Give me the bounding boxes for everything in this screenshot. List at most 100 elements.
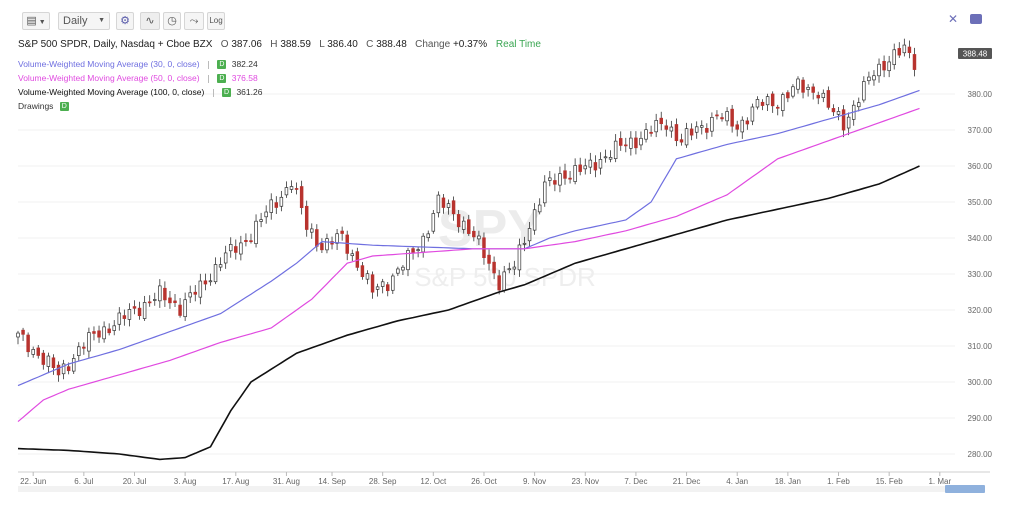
- x-tick-label: 31. Aug: [273, 477, 300, 486]
- series-line-vwma-100: [17, 165, 920, 461]
- candle-body: [153, 299, 157, 301]
- legend-separator: [207, 74, 209, 83]
- candles: [16, 38, 917, 382]
- series-line-vwma-50: [17, 107, 920, 423]
- candle-body: [117, 312, 122, 325]
- candle-body: [689, 128, 694, 136]
- candle-body: [304, 205, 309, 230]
- last-price-marker-bg: [958, 48, 992, 59]
- close-icon[interactable]: ✕: [948, 12, 959, 26]
- candle-body: [173, 300, 177, 304]
- scrollbar-thumb[interactable]: [945, 485, 985, 493]
- candle-body: [218, 264, 223, 268]
- open-value: 387.06: [231, 39, 262, 50]
- log-scale-button[interactable]: Log: [207, 12, 225, 30]
- scrollbar-track[interactable]: [18, 486, 983, 492]
- compare-button[interactable]: ∿: [140, 12, 160, 30]
- candle-body: [223, 252, 228, 264]
- candle-body: [649, 131, 653, 134]
- candle-body: [532, 209, 537, 231]
- legend-vwma-30[interactable]: Volume-Weighted Moving Average (30, 0, c…: [18, 59, 258, 70]
- candle-body: [553, 180, 557, 185]
- legend-vwma-50[interactable]: Volume-Weighted Moving Average (50, 0, c…: [18, 73, 258, 84]
- candle-body: [163, 287, 167, 301]
- candle-body: [639, 137, 643, 146]
- legend-value: 376.58: [231, 73, 258, 83]
- candle-body: [578, 164, 582, 172]
- low-label: L: [319, 39, 325, 50]
- candle-body: [122, 315, 127, 319]
- visibility-toggle-icon[interactable]: D: [217, 60, 227, 70]
- candle-body: [624, 144, 628, 147]
- x-tick-label: 9. Nov: [523, 477, 546, 486]
- candle-body: [142, 302, 147, 319]
- candle-body: [755, 99, 760, 108]
- visibility-toggle-icon[interactable]: D: [217, 74, 227, 84]
- wave-icon: ∿: [145, 15, 155, 27]
- interval-select[interactable]: Daily ▼: [58, 12, 110, 30]
- candle-body: [228, 244, 233, 252]
- x-tick-label: 23. Nov: [571, 477, 599, 486]
- candle-body: [669, 126, 674, 132]
- candle-body: [335, 233, 339, 244]
- clock-icon: ◷: [167, 15, 177, 27]
- settings-button[interactable]: ⚙: [116, 12, 134, 30]
- candle-body: [158, 285, 162, 302]
- candle-body: [467, 219, 471, 234]
- last-price-marker: 388.48: [963, 50, 988, 59]
- indicator-button[interactable]: ⤳: [184, 12, 204, 30]
- candle-body: [912, 54, 917, 70]
- candle-body: [826, 90, 831, 108]
- legend-label: Volume-Weighted Moving Average (100, 0, …: [18, 87, 205, 97]
- candle-body: [406, 250, 410, 271]
- candle-body: [613, 140, 618, 159]
- candle-body: [659, 117, 663, 125]
- visibility-toggle-icon[interactable]: D: [222, 88, 232, 98]
- candle-body: [203, 280, 208, 285]
- candle-body: [816, 94, 820, 99]
- x-tick-label: 20. Jul: [123, 477, 147, 486]
- toolbar: ▤ ▼ Daily ▼ ⚙ ∿ ◷ ⤳ Log ✕: [0, 0, 1010, 40]
- high-value: 388.59: [280, 39, 311, 50]
- camera-icon[interactable]: [970, 14, 982, 24]
- gear-icon: ⚙: [120, 15, 130, 27]
- candle-body: [77, 346, 81, 356]
- candle-body: [66, 366, 71, 372]
- candle-body: [791, 86, 795, 97]
- candle-body: [862, 81, 866, 101]
- candle-body: [710, 117, 714, 132]
- candle-body: [568, 177, 572, 180]
- candle-body: [21, 329, 25, 335]
- candle-body: [841, 109, 846, 131]
- candle-body: [380, 281, 385, 287]
- x-tick-label: 21. Dec: [673, 477, 701, 486]
- x-tick-label: 18. Jan: [775, 477, 801, 486]
- visibility-toggle-icon[interactable]: D: [59, 102, 69, 112]
- candle-body: [441, 197, 446, 208]
- y-tick-label: 350.00: [968, 198, 993, 207]
- candle-body: [629, 137, 633, 149]
- candle-body: [472, 230, 476, 238]
- close-value: 388.48: [376, 39, 407, 50]
- clock-button[interactable]: ◷: [163, 12, 181, 30]
- legend-vwma-100[interactable]: Volume-Weighted Moving Average (100, 0, …: [18, 87, 262, 98]
- candle-body: [102, 326, 106, 340]
- candle-body: [456, 214, 461, 228]
- symbol-type-button[interactable]: ▤ ▼: [22, 12, 50, 30]
- candle-body: [269, 199, 273, 213]
- symbol-title: S&P 500 SPDR, Daily, Nasdaq + Cboe BZX: [18, 39, 213, 50]
- candle-body: [132, 306, 137, 309]
- candle-body: [644, 129, 648, 140]
- legend-drawings[interactable]: Drawings D: [18, 101, 69, 112]
- x-tick-label: 12. Oct: [420, 477, 447, 486]
- candle-body: [234, 246, 238, 253]
- x-tick-label: 14. Sep: [318, 477, 346, 486]
- candle-body: [51, 357, 56, 368]
- candle-body: [97, 330, 101, 338]
- candle-body: [183, 299, 187, 318]
- candle-body: [193, 291, 198, 295]
- candle-body: [603, 156, 608, 159]
- candle-body: [310, 228, 314, 233]
- candle-body: [254, 220, 258, 245]
- candle-body: [446, 203, 451, 208]
